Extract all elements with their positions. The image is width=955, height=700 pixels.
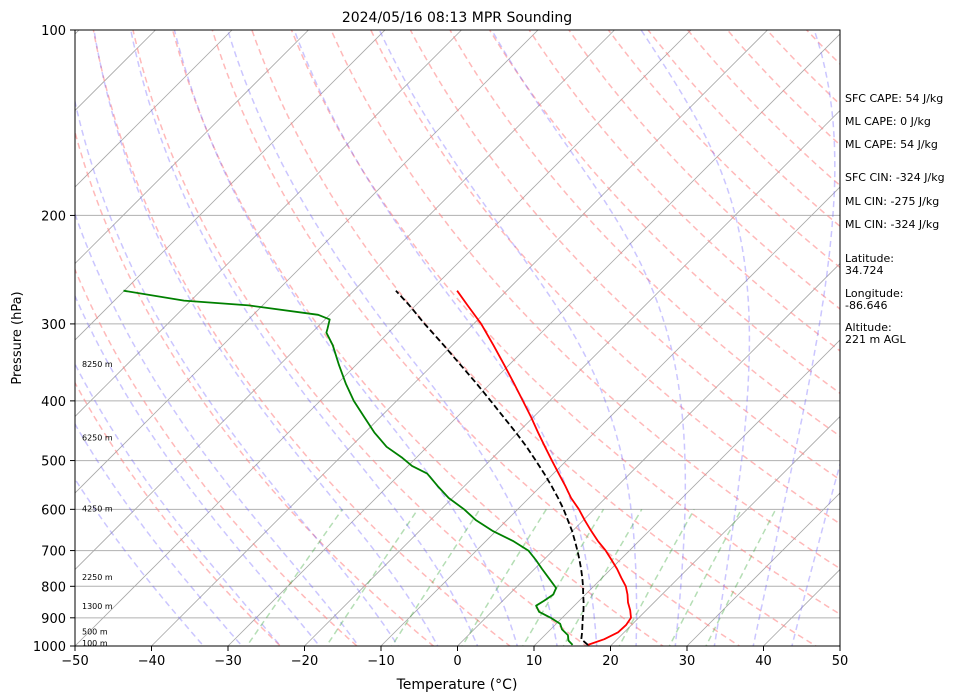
moist-adiabat-line xyxy=(378,30,638,646)
ml-cin-text: ML CIN: -275 J/kg xyxy=(845,195,940,208)
y-tick-label: 500 xyxy=(41,455,66,470)
moist-adiabat-line xyxy=(75,98,399,646)
parcel-profile-line xyxy=(395,290,589,646)
moist-adiabat-line xyxy=(226,30,558,646)
moist-adiabat-line xyxy=(293,30,598,646)
height-label: 4250 m xyxy=(82,504,113,513)
dry-adiabat-line xyxy=(409,30,840,481)
y-tick-label: 700 xyxy=(41,545,66,560)
x-tick-label: 30 xyxy=(679,654,696,669)
x-tick-label: −10 xyxy=(367,654,394,669)
x-tick-label: 0 xyxy=(453,654,461,669)
y-tick-label: 800 xyxy=(41,580,66,595)
moist-adiabat-line xyxy=(75,422,243,646)
moist-adiabat-line xyxy=(75,211,360,646)
moist-adiabat-line xyxy=(752,30,836,646)
sfc-cin-text: SFC CIN: -324 J/kg xyxy=(845,171,945,184)
isotherm-line xyxy=(75,30,233,188)
longitude-text: Longitude: -86.646 xyxy=(845,287,904,312)
y-tick-label: 1000 xyxy=(33,640,66,655)
dry-adiabat-line xyxy=(488,30,840,395)
isotherm-line xyxy=(75,30,310,265)
isotherm-line xyxy=(75,30,616,571)
x-tick-label: 10 xyxy=(526,654,543,669)
mixing-ratio-line xyxy=(562,508,643,646)
isotherm-line xyxy=(303,109,840,646)
isotherm-line xyxy=(456,262,840,646)
moist-adiabat-line xyxy=(490,30,687,646)
dewpoint-profile-line xyxy=(123,289,574,646)
ml-cape-text: ML CAPE: 0 J/kg xyxy=(845,115,931,128)
height-label: 2250 m xyxy=(82,573,113,582)
y-axis-label: Pressure (hPa) xyxy=(10,291,25,384)
sfc-cape-text: SFC CAPE: 54 J/kg xyxy=(845,92,944,105)
mixing-ratio-line xyxy=(705,508,777,646)
ml-cape-text-2: ML CAPE: 54 J/kg xyxy=(845,138,938,151)
dry-adiabat-line xyxy=(449,30,840,438)
height-label: 100 m xyxy=(82,639,108,648)
isotherm-line xyxy=(150,30,769,646)
dry-adiabat-line xyxy=(211,30,741,646)
dry-adiabat-line xyxy=(75,267,359,646)
y-tick-label: 400 xyxy=(41,395,66,410)
moist-adiabat-line xyxy=(173,30,519,646)
moist-adiabat-line xyxy=(130,30,479,646)
chart-title: 2024/05/16 08:13 MPR Sounding xyxy=(342,10,572,26)
mixing-ratio-line xyxy=(325,508,419,646)
dry-adiabat-line xyxy=(75,381,282,646)
x-tick-label: −40 xyxy=(138,654,165,669)
x-tick-label: −20 xyxy=(291,654,318,669)
height-label: 6250 m xyxy=(82,433,113,442)
isotherm-line xyxy=(227,33,840,646)
x-tick-label: 20 xyxy=(602,654,619,669)
isotherm-line xyxy=(533,339,840,646)
x-tick-label: −30 xyxy=(214,654,241,669)
isotherm-line xyxy=(380,186,840,646)
x-tick-label: 50 xyxy=(832,654,849,669)
isotherm-line xyxy=(75,30,386,341)
isotherm-line xyxy=(75,30,539,494)
moist-adiabat-line xyxy=(75,294,321,646)
dry-adiabat-line xyxy=(171,30,665,646)
moist-adiabat-line xyxy=(75,477,205,646)
height-label: 8250 m xyxy=(82,360,113,369)
x-tick-label: −50 xyxy=(61,654,88,669)
y-tick-label: 600 xyxy=(41,503,66,518)
plot-frame xyxy=(74,29,841,647)
isotherm-line xyxy=(609,415,840,646)
x-tick-label: 40 xyxy=(755,654,772,669)
mixing-ratio-line xyxy=(668,508,742,646)
mixing-ratio-line xyxy=(461,508,547,646)
isotherm-line xyxy=(75,30,692,646)
dry-adiabat-line xyxy=(330,30,840,570)
moist-adiabat-line xyxy=(791,461,840,646)
y-tick-label: 900 xyxy=(41,612,66,627)
altitude-text: Altitude: 221 m AGL xyxy=(845,321,906,346)
moist-adiabat-line xyxy=(640,30,751,646)
y-tick-label: 300 xyxy=(41,318,66,333)
dry-adiabat-line xyxy=(290,30,840,616)
dry-adiabat-line xyxy=(369,30,840,525)
temperature-profile-line xyxy=(456,290,632,646)
moist-adiabat-line xyxy=(93,30,439,646)
mixing-ratio-line xyxy=(390,508,481,646)
x-axis-label: Temperature (°C) xyxy=(396,677,518,693)
isotherm-line xyxy=(75,30,463,418)
height-label: 1300 m xyxy=(82,602,113,611)
mixing-ratio-line xyxy=(618,508,695,646)
height-label: 500 m xyxy=(82,627,108,636)
y-tick-label: 200 xyxy=(41,209,66,224)
dry-adiabat-line xyxy=(92,30,512,646)
isotherm-line xyxy=(75,30,157,112)
ml-cin-text-2: ML CIN: -324 J/kg xyxy=(845,218,940,231)
y-tick-label: 100 xyxy=(41,24,66,39)
latitude-text: Latitude: 34.724 xyxy=(845,252,894,277)
mixing-ratio-line xyxy=(245,508,343,646)
isotherm-line xyxy=(686,492,840,646)
dry-adiabat-line xyxy=(251,30,818,646)
dry-adiabat-line xyxy=(726,30,840,146)
